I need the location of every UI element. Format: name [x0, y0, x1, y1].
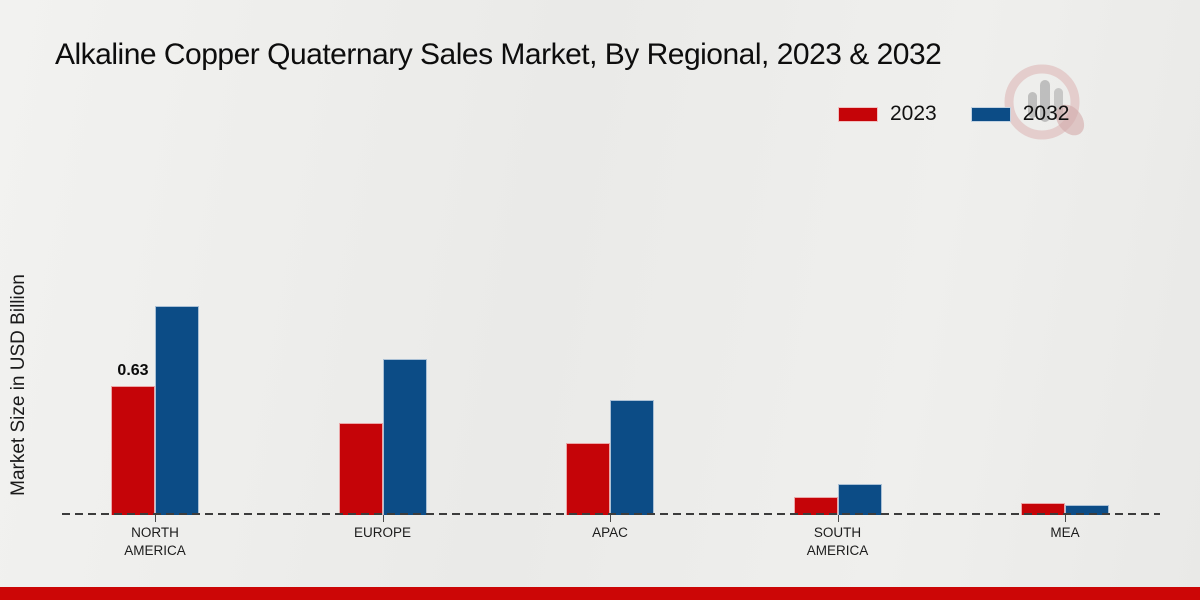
x-axis-tick [382, 515, 384, 522]
bar-2023-europe [338, 423, 383, 515]
legend-item-2032: 2032 [970, 102, 1070, 126]
bar-value-label: 0.63 [117, 362, 149, 379]
footer-accent-bar [0, 587, 1200, 600]
bar-2032-mea [1065, 505, 1109, 515]
legend-label-2032: 2032 [1022, 102, 1070, 125]
x-axis-baseline [62, 513, 1160, 515]
x-axis-tick [1065, 515, 1066, 522]
legend-swatch-2023 [838, 106, 878, 122]
bar-2032-apac [610, 400, 654, 515]
bar-2032-europe [382, 359, 427, 515]
legend-swatch-2032 [970, 106, 1011, 122]
x-axis-tick [155, 515, 156, 522]
bar-2023-south-america [793, 497, 838, 515]
x-axis-category-label: EUROPE [353, 525, 411, 540]
bar-2032-south-america [837, 484, 882, 515]
x-axis-category-label: NORTH AMERICA [124, 525, 186, 558]
x-axis-tick [837, 515, 839, 522]
x-axis-category-label: SOUTH AMERICA [806, 525, 869, 558]
x-axis-category-label: MEA [1050, 525, 1080, 540]
bar-2032-north-america [155, 306, 199, 515]
legend: 2023 2032 [838, 102, 1069, 126]
legend-label-2023: 2023 [890, 102, 937, 125]
bar-2023-apac [566, 443, 610, 515]
y-axis-label: Market Size in USD Billion [8, 274, 29, 496]
x-axis-category-label: APAC [592, 525, 628, 540]
chart-title: Alkaline Copper Quaternary Sales Market,… [55, 38, 942, 71]
bar-2023-north-america [111, 386, 155, 515]
brand-watermark-icon [1004, 64, 1085, 140]
legend-item-2023: 2023 [838, 102, 937, 126]
x-axis-tick [610, 515, 611, 522]
bar-2023-mea [1021, 503, 1065, 515]
